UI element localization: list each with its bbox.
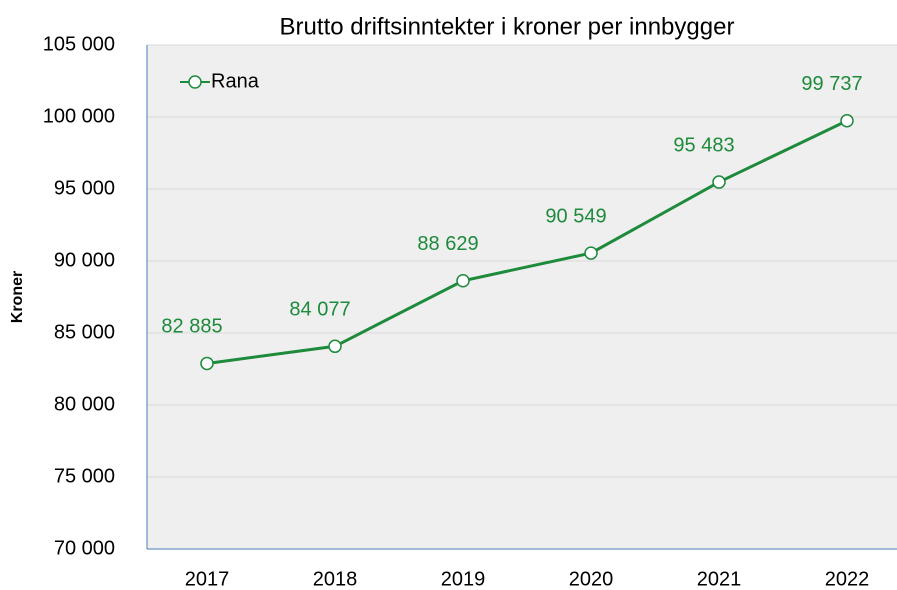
data-label: 82 885: [161, 316, 222, 338]
y-tick-label: 90 000: [54, 249, 115, 271]
data-point: [200, 356, 214, 371]
y-tick-label: 85 000: [54, 321, 115, 343]
data-label: 99 737: [801, 73, 862, 95]
y-tick-label: 80 000: [54, 393, 115, 415]
y-axis-label: Kroner: [9, 271, 26, 323]
legend-label: Rana: [211, 70, 260, 92]
chart-title: Brutto driftsinntekter i kroner per innb…: [280, 13, 735, 40]
data-point: [328, 339, 342, 354]
data-label: 88 629: [417, 233, 478, 255]
legend-marker: [188, 75, 202, 89]
x-tick-label: 2020: [569, 568, 614, 590]
data-point: [840, 114, 854, 128]
y-tick-label: 105 000: [43, 33, 115, 55]
data-point: [456, 273, 470, 288]
y-tick-label: 70 000: [54, 537, 115, 559]
data-label: 84 077: [289, 299, 350, 321]
x-tick-label: 2021: [697, 568, 742, 590]
data-point: [712, 175, 726, 189]
y-tick-label: 100 000: [43, 105, 115, 127]
data-point: [584, 246, 598, 260]
data-label: 95 483: [673, 134, 734, 156]
y-tick-label: 95 000: [54, 177, 115, 199]
x-tick-label: 2022: [825, 568, 870, 590]
x-tick-label: 2018: [313, 568, 358, 590]
y-tick-label: 75 000: [54, 465, 115, 487]
data-label: 90 549: [545, 205, 606, 227]
plot-area: [147, 45, 897, 549]
x-tick-label: 2019: [441, 568, 486, 590]
x-tick-label: 2017: [185, 568, 230, 590]
series-line: [206, 119, 848, 365]
